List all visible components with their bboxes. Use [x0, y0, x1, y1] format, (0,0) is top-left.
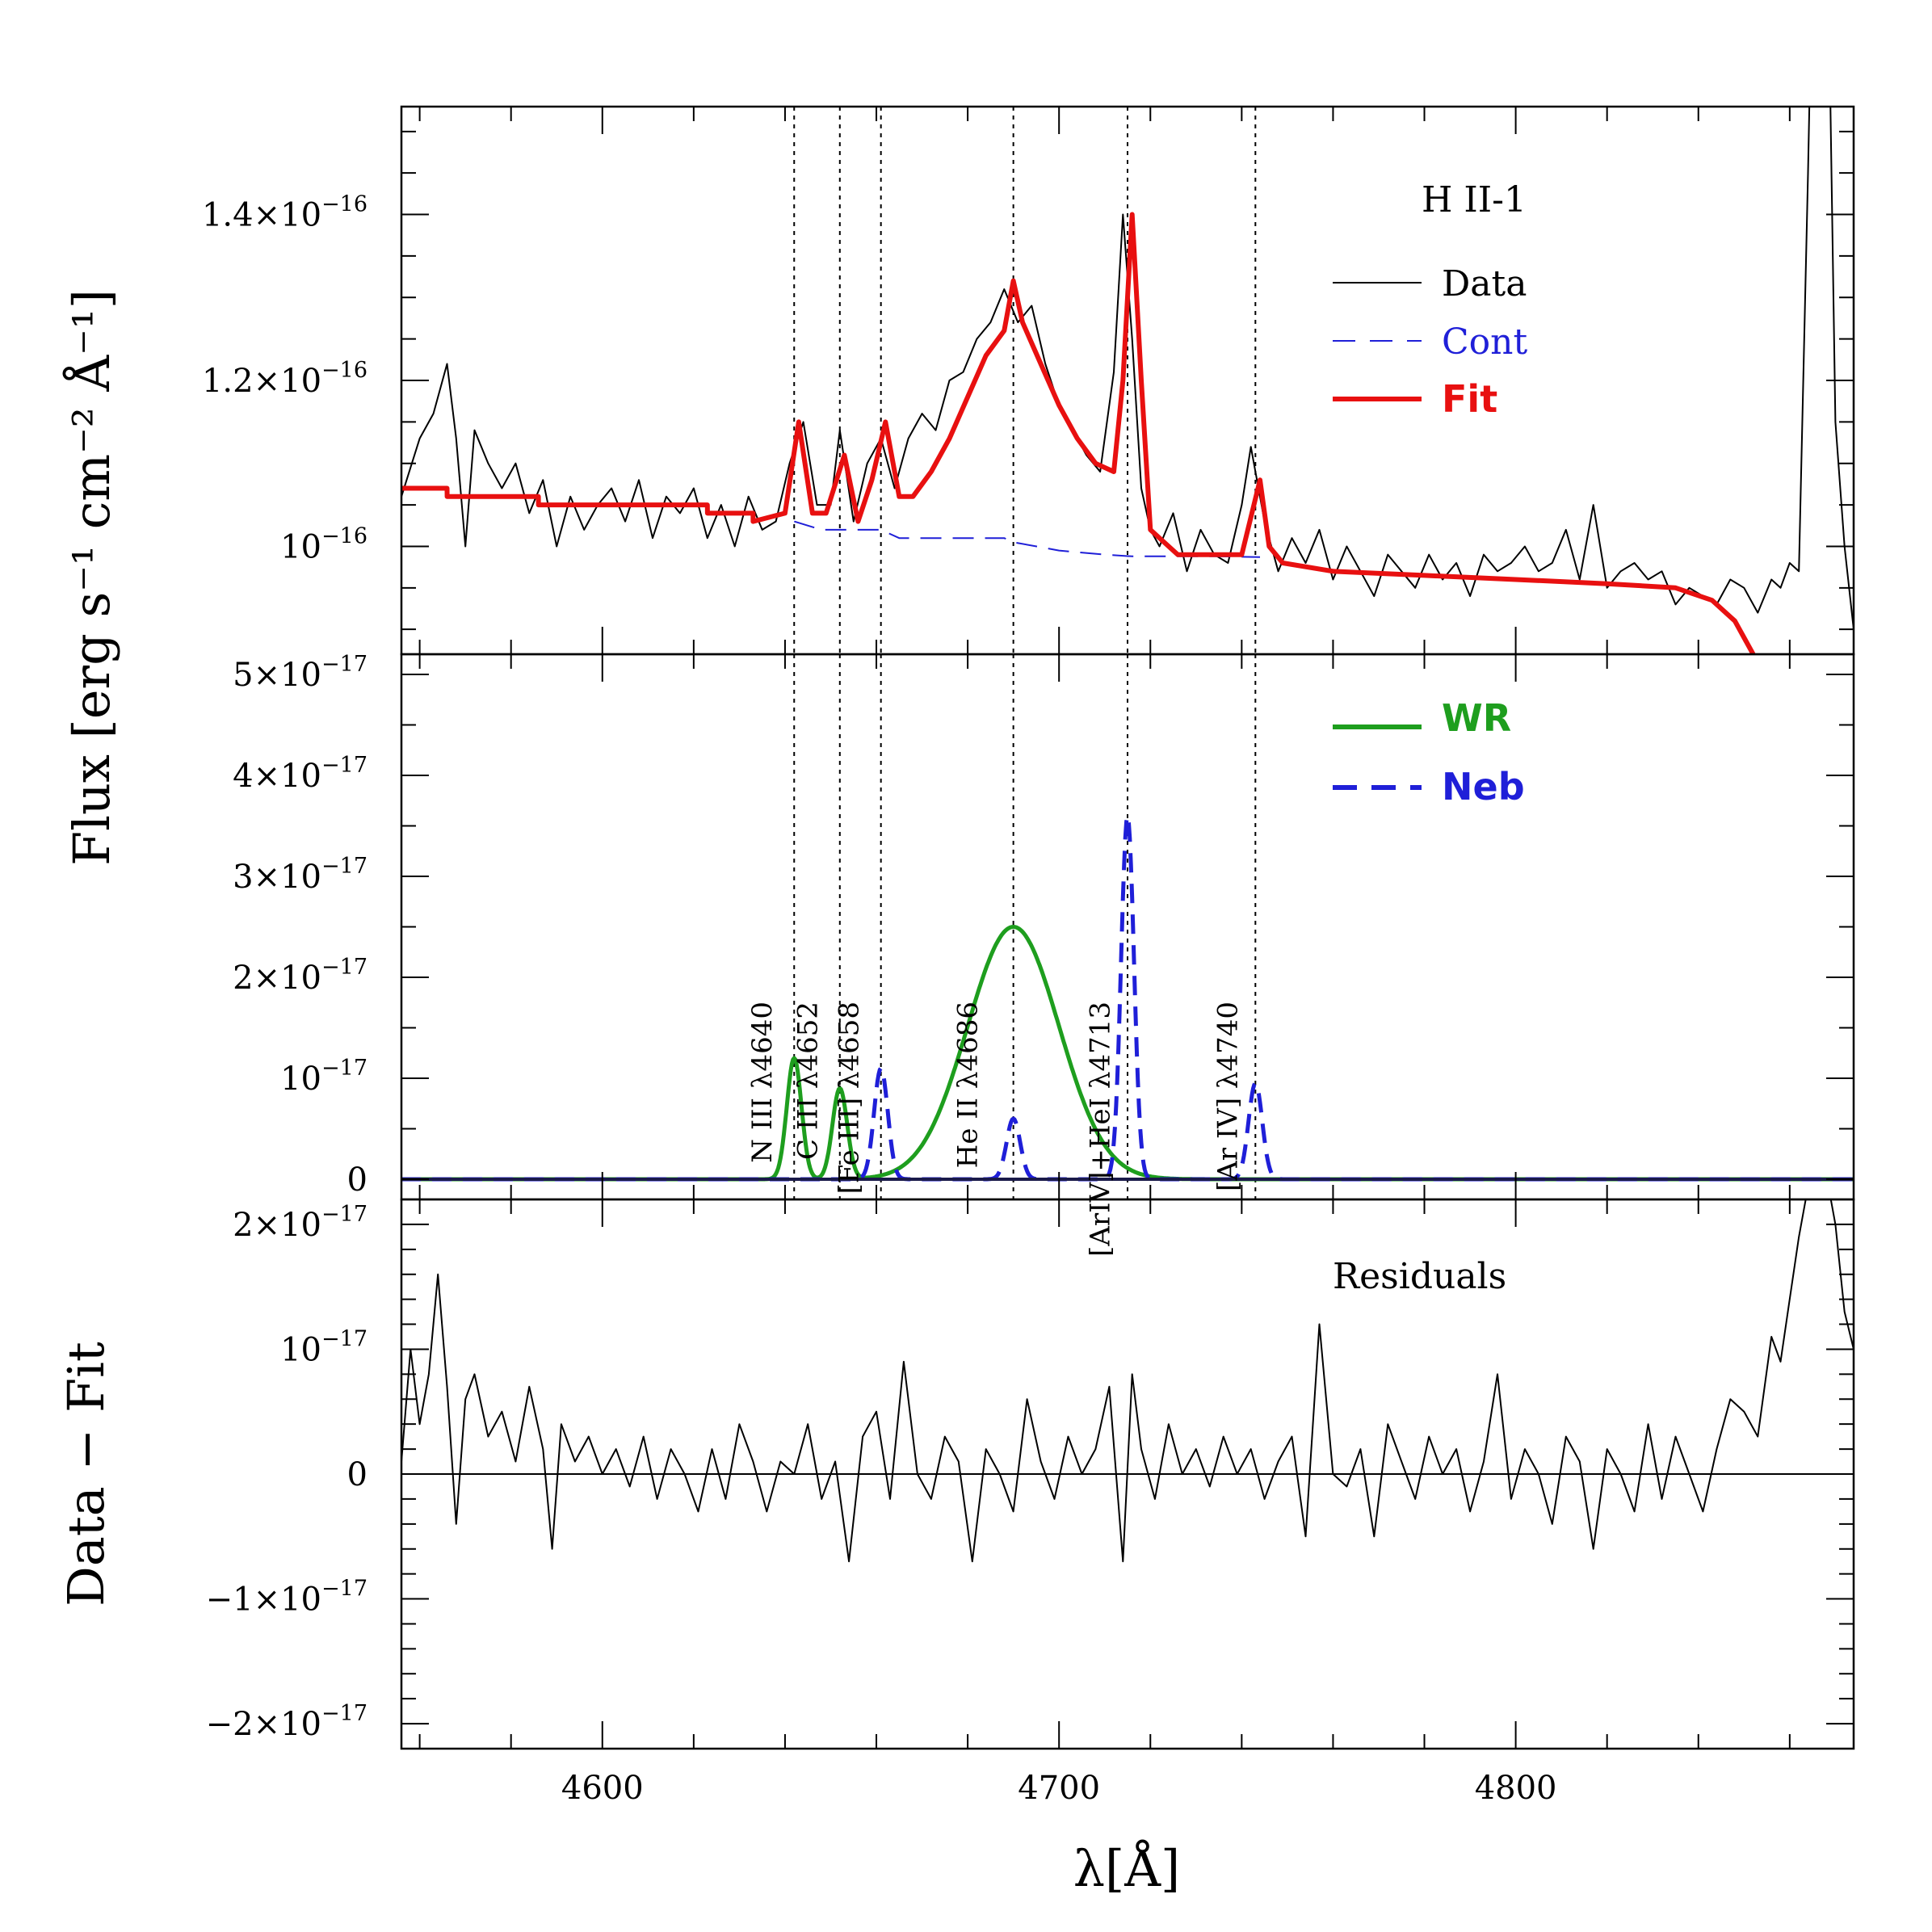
- panel-title-top: H II-1: [1422, 179, 1527, 220]
- emission-line-label: [Fe III] λ4658: [833, 1002, 865, 1194]
- x-tick-label: 4800: [1475, 1770, 1557, 1807]
- y-tick-label: −2×10−17: [206, 1701, 368, 1743]
- series-cont: [794, 520, 1261, 558]
- y-tick-label: −1×10−17: [206, 1577, 368, 1619]
- y-tick-label: 5×10−17: [233, 652, 368, 694]
- legend-cont-label: Cont: [1442, 321, 1527, 363]
- plot-layer: 10−16 1.2×10−16 1.4×10−16 N III λ4640 C III …: [202, 105, 1855, 1807]
- x-axis-label: λ[Å]: [1073, 1839, 1180, 1898]
- legend-middle: WR Neb: [1333, 696, 1525, 808]
- series-residuals: [401, 1199, 1854, 1563]
- y-tick-label: 0: [347, 1161, 368, 1199]
- y-tick-label: 1.4×10−16: [202, 192, 368, 234]
- x-tick-label: 4600: [561, 1770, 644, 1807]
- series-wr: [401, 925, 1854, 1182]
- panel-title-bottom: Residuals: [1333, 1256, 1506, 1297]
- flux-y-axis-label: Flux [erg s⁻¹ cm⁻² Å⁻¹]: [62, 289, 121, 866]
- residual-y-axis-label: Data − Fit: [57, 1342, 116, 1606]
- y-tick-label: 0: [347, 1456, 368, 1493]
- series-data: [401, 107, 1854, 630]
- emission-line-label: C III λ4652: [792, 1002, 825, 1160]
- y-tick-label: 4×10−17: [233, 753, 368, 795]
- y-tick-label: 1.2×10−16: [202, 358, 368, 400]
- emission-line-label: [Ar IV] λ4740: [1212, 1002, 1245, 1191]
- x-tick-label: 4700: [1018, 1770, 1100, 1807]
- legend-fit-label: Fit: [1442, 377, 1497, 421]
- legend-top: Data Cont Fit: [1333, 263, 1527, 421]
- y-tick-label: 2×10−17: [233, 955, 368, 997]
- y-tick-label: 10−17: [280, 1056, 368, 1098]
- legend-data-label: Data: [1442, 263, 1527, 304]
- emission-line-label: N III λ4640: [746, 1002, 779, 1163]
- legend-neb-label: Neb: [1442, 765, 1525, 808]
- emission-line-label: He II λ4686: [951, 1002, 984, 1168]
- emission-line-label: [ArIV]+HeI λ4713: [1084, 1002, 1116, 1257]
- y-tick-label: 10−16: [280, 523, 368, 565]
- series-fit: [401, 212, 1756, 654]
- legend-wr-label: WR: [1442, 696, 1511, 740]
- y-tick-label: 3×10−17: [233, 854, 368, 896]
- y-tick-label: 10−17: [280, 1326, 368, 1368]
- y-tick-label: 2×10−17: [233, 1202, 368, 1244]
